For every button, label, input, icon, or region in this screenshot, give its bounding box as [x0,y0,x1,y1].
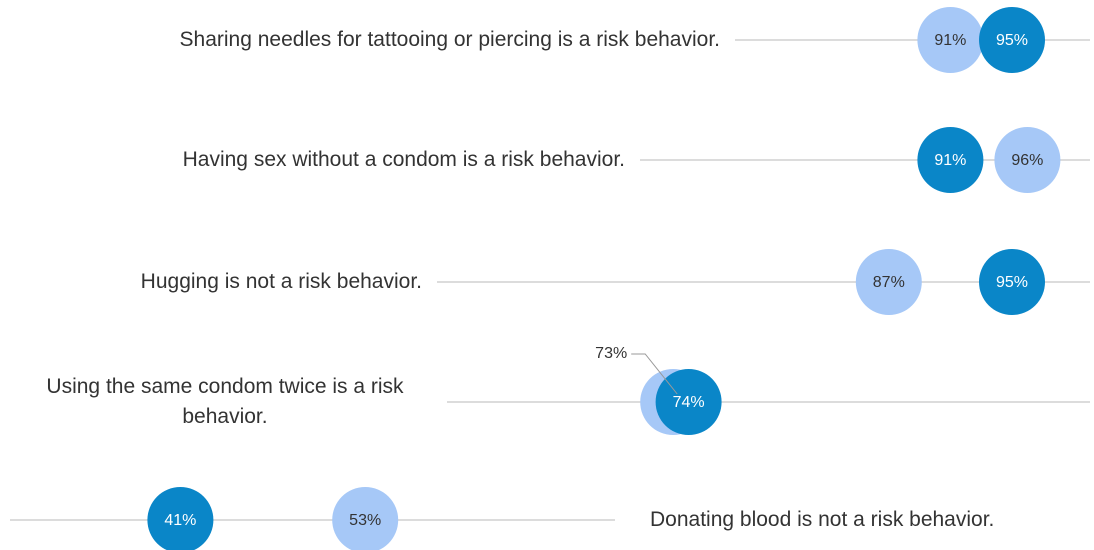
dot [332,487,399,550]
value-label: 87% [873,274,905,291]
category-label: Having sex without a condom is a risk be… [182,148,625,171]
dot [979,249,1045,315]
value-label: 95% [996,32,1028,49]
category-label: Using the same condom twice is a risk be… [46,375,404,428]
dot [147,487,214,550]
dot [855,249,922,315]
dot [994,127,1061,193]
dot [917,7,984,73]
value-label: 73% [595,345,627,362]
value-label: 95% [996,274,1028,291]
value-label: 96% [1011,152,1043,169]
category-label: Sharing needles for tattooing or piercin… [179,28,720,51]
value-label: 41% [164,512,196,529]
category-label: Hugging is not a risk behavior. [140,270,422,293]
category-label: Donating blood is not a risk behavior. [650,508,995,531]
value-label: 74% [673,394,705,411]
value-label: 91% [934,152,966,169]
dot [917,127,984,193]
dot [979,7,1045,73]
value-label: 53% [349,512,381,529]
dot [655,369,722,435]
value-label: 91% [934,32,966,49]
leader-line [631,353,678,395]
